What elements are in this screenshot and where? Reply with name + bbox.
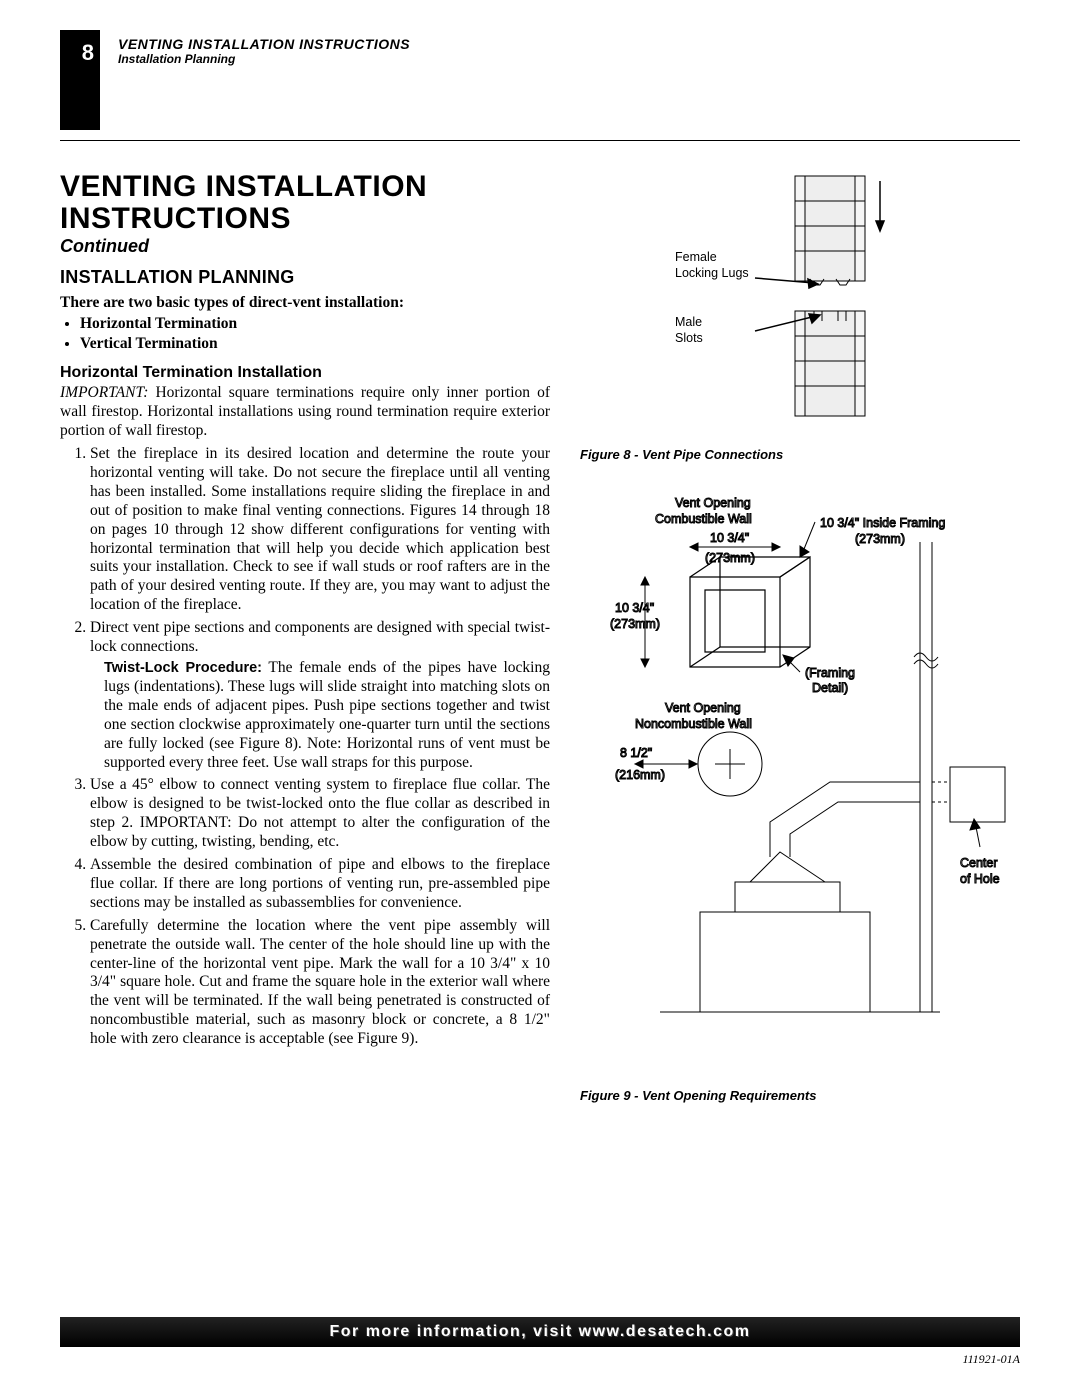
page: 8 VENTING INSTALLATION INSTRUCTIONS Inst…: [0, 0, 1080, 1397]
step-2: Direct vent pipe sections and components…: [90, 619, 550, 772]
content-columns: VENTING INSTALLATION INSTRUCTIONS Contin…: [60, 171, 1020, 1103]
fig9-dim-216: (216mm): [615, 768, 665, 782]
page-number-box: 8: [60, 30, 100, 130]
section-heading: INSTALLATION PLANNING: [60, 267, 550, 288]
fig9-dim-8: 8 1/2": [620, 746, 652, 760]
step-2-text: Direct vent pipe sections and components…: [90, 619, 550, 655]
bullet-list: Horizontal Termination Vertical Terminat…: [60, 314, 550, 354]
fig9-noncomb: Noncombustible Wall: [635, 717, 752, 731]
continued-label: Continued: [60, 236, 550, 257]
bullet-item: Vertical Termination: [80, 334, 550, 354]
header: 8 VENTING INSTALLATION INSTRUCTIONS Inst…: [60, 30, 1020, 130]
horizontal-rule: [60, 140, 1020, 141]
header-text: VENTING INSTALLATION INSTRUCTIONS Instal…: [118, 30, 410, 66]
step-4: Assemble the desired combination of pipe…: [90, 856, 550, 913]
fig9-dim-h-mm: (273mm): [705, 551, 755, 565]
fig9-center: Center: [960, 856, 998, 870]
intro-text: There are two basic types of direct-vent…: [60, 294, 550, 312]
fig8-male: Male: [675, 315, 702, 329]
important-paragraph: IMPORTANT: Horizontal square termination…: [60, 384, 550, 441]
important-prefix: IMPORTANT:: [60, 384, 148, 401]
fig9-inside-framing-mm: (273mm): [855, 532, 905, 546]
fig9-combwall: Combustible Wall: [655, 512, 752, 526]
footer-text: For more information, visit www.desatech…: [329, 1323, 750, 1341]
fig9-dim-v: 10 3/4": [615, 601, 654, 615]
fig9-dim-h: 10 3/4": [710, 531, 749, 545]
main-title: VENTING INSTALLATION INSTRUCTIONS: [60, 171, 550, 234]
steps-list: Set the fireplace in its desired locatio…: [60, 445, 550, 1049]
step-5: Carefully determine the location where t…: [90, 917, 550, 1049]
fig9-framing: (Framing: [805, 666, 855, 680]
document-id: 111921-01A: [962, 1352, 1020, 1367]
fig9-inside-framing: 10 3/4" Inside Framing: [820, 516, 945, 530]
page-number: 8: [82, 40, 94, 66]
sub-heading: Horizontal Termination Installation: [60, 364, 550, 382]
fig9-framing2: Detail): [812, 681, 848, 695]
figure-8-svg: Female Locking Lugs Male Slots: [580, 171, 1000, 441]
fig8-locking: Locking Lugs: [675, 266, 749, 280]
fig9-ventopen2: Vent Opening: [665, 701, 741, 715]
left-column: VENTING INSTALLATION INSTRUCTIONS Contin…: [60, 171, 550, 1103]
step-1: Set the fireplace in its desired locatio…: [90, 445, 550, 615]
right-column: Female Locking Lugs Male Slots Figure 8 …: [580, 171, 1020, 1103]
fig9-ventopen-top: Vent Opening: [675, 496, 751, 510]
header-subtitle: Installation Planning: [118, 52, 410, 66]
figure-9-caption: Figure 9 - Vent Opening Requirements: [580, 1088, 1020, 1103]
step-3: Use a 45° elbow to connect venting syste…: [90, 776, 550, 852]
fig9-ofhole: of Hole: [960, 872, 1000, 886]
bullet-item: Horizontal Termination: [80, 314, 550, 334]
title-line-1: VENTING INSTALLATION: [60, 170, 427, 203]
title-line-2: INSTRUCTIONS: [60, 202, 291, 235]
figure-8-caption: Figure 8 - Vent Pipe Connections: [580, 447, 1020, 462]
step-2-twist: Twist-Lock Procedure: The female ends of…: [104, 659, 550, 772]
fig8-female: Female: [675, 250, 717, 264]
fig9-dim-v-mm: (273mm): [610, 617, 660, 631]
figure-9-svg: Vent Opening Combustible Wall 10 3/4" In…: [580, 482, 1020, 1082]
footer-bar: For more information, visit www.desatech…: [60, 1317, 1020, 1347]
fig8-slots: Slots: [675, 331, 703, 345]
header-title: VENTING INSTALLATION INSTRUCTIONS: [118, 36, 410, 52]
twist-lock-bold: Twist-Lock Procedure:: [104, 660, 262, 676]
